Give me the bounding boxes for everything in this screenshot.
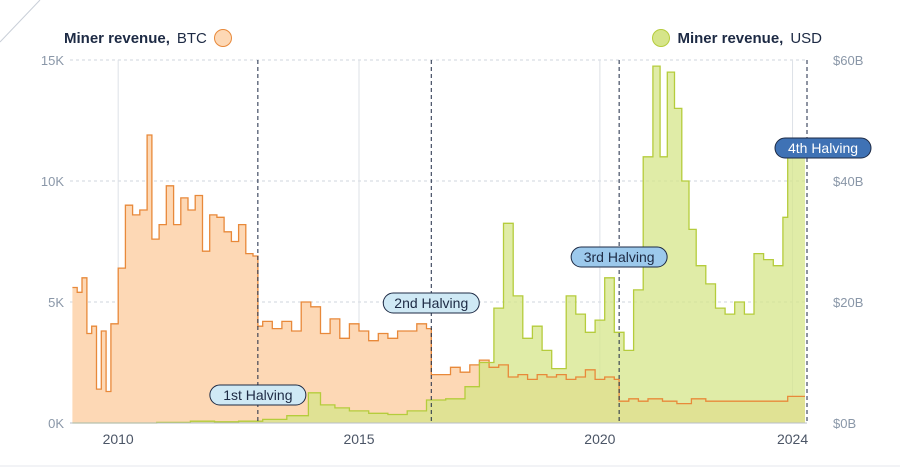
legend-usd: Miner revenue, USD bbox=[652, 29, 822, 47]
halving-pill bbox=[570, 246, 668, 268]
x-tick-label: 2024 bbox=[777, 431, 808, 447]
left-tick-label: 10K bbox=[41, 174, 64, 189]
halving-label: 2nd Halving bbox=[394, 295, 468, 311]
usd-area bbox=[72, 66, 805, 423]
halving-pill bbox=[774, 137, 872, 159]
right-tick-label: $20B bbox=[833, 295, 863, 310]
left-tick-label: 15K bbox=[41, 53, 64, 68]
halving-pill bbox=[209, 384, 307, 406]
legend-btc-bold: Miner revenue, bbox=[64, 29, 170, 47]
legend-btc-swatch bbox=[213, 29, 232, 47]
right-tick-label: $0B bbox=[833, 416, 856, 431]
right-tick-label: $60B bbox=[833, 53, 863, 68]
legend-usd-swatch bbox=[652, 29, 671, 47]
annotations-layer: 1st Halving 2nd Halving 3rd Halving 4th Hal… bbox=[209, 60, 872, 423]
x-tick-label: 2020 bbox=[584, 431, 615, 447]
legend-btc-unit: BTC bbox=[176, 29, 207, 47]
halving-pill bbox=[382, 292, 480, 314]
right-tick-label: $40B bbox=[833, 174, 863, 189]
legend-usd-unit: USD bbox=[790, 29, 822, 47]
halving-label: 3rd Halving bbox=[584, 249, 655, 265]
x-tick-label: 2015 bbox=[343, 431, 374, 447]
x-tick-label: 2010 bbox=[103, 431, 134, 447]
areas-layer bbox=[72, 65, 805, 424]
usd-line bbox=[72, 65, 805, 424]
btc-area bbox=[72, 135, 805, 423]
axes-layer: 0K 5K 10K 15K $0B $20B $40B $60B 2010 2015 2020 202… bbox=[41, 53, 864, 447]
legend-btc: Miner revenue, BTC bbox=[64, 29, 232, 47]
halving-label: 1st Halving bbox=[223, 387, 292, 403]
corner-decoration bbox=[0, 0, 41, 43]
legend-usd-bold: Miner revenue, bbox=[677, 29, 784, 47]
left-tick-label: 0K bbox=[48, 416, 64, 431]
left-tick-label: 5K bbox=[48, 295, 64, 310]
halving-label: 4th Halving bbox=[788, 140, 858, 156]
btc-line bbox=[72, 134, 805, 405]
